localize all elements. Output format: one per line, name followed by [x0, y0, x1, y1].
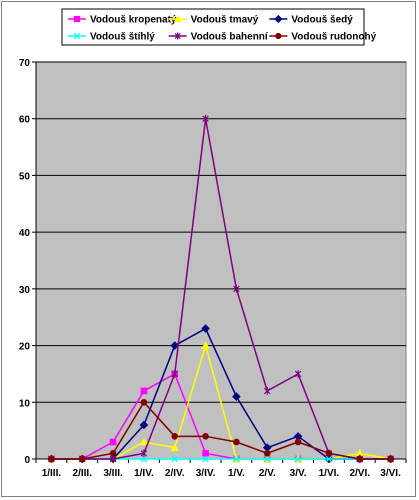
x-tick-label: 2/IV.: [165, 468, 185, 479]
data-point: [170, 443, 179, 451]
legend-item-6: Vodouš rudonohý: [269, 32, 377, 43]
y-tick-label: 0: [24, 455, 30, 466]
legend-item-3: Vodouš šedý: [269, 15, 353, 26]
data-point: [232, 392, 241, 401]
data-point: [140, 398, 148, 406]
y-tick-label: 50: [19, 171, 31, 182]
data-point: [294, 455, 302, 463]
series-line: [51, 401, 391, 460]
data-point: [294, 370, 302, 378]
gridlines: [36, 61, 406, 403]
x-tick-label: 1/V.: [228, 468, 245, 479]
data-point: [202, 433, 209, 440]
data-point: [48, 455, 55, 463]
data-point: [201, 324, 210, 333]
y-tick-label: 30: [19, 285, 31, 296]
legend-label: Vodouš štíhlý: [90, 32, 155, 43]
legend-swatch-marker: [174, 32, 181, 40]
legend-box: [61, 8, 365, 46]
y-tick-label: 20: [19, 342, 31, 353]
legend-label: Vodouš bahenní: [191, 32, 269, 43]
data-point: [139, 420, 149, 430]
data-point: [202, 455, 209, 463]
y-tick-label: 40: [19, 228, 31, 239]
series-6: [48, 398, 394, 463]
data-point: [264, 455, 271, 463]
y-tick-label: 10: [19, 398, 31, 409]
data-point: [387, 455, 394, 463]
data-point: [202, 450, 209, 457]
data-point: [325, 455, 333, 463]
legend-item-1: Vodouš kropenatý: [68, 15, 177, 26]
x-tick-label: 2/VI.: [349, 468, 370, 479]
data-point: [294, 438, 302, 446]
data-point: [140, 387, 148, 395]
y-axis: 0 10 20 30 40 50 60 70: [19, 58, 37, 466]
y-tick-label: 70: [19, 58, 31, 69]
legend-label: Vodouš tmavý: [191, 15, 259, 26]
data-point: [78, 455, 86, 463]
data-point: [202, 114, 209, 123]
data-point: [109, 450, 117, 457]
legend-item-2: Vodouš tmavý: [168, 14, 259, 26]
x-tick-label: 3/III.: [103, 468, 123, 479]
data-point: [325, 450, 333, 457]
legend-label: Vodouš šedý: [291, 15, 353, 26]
data-point: [171, 433, 179, 440]
data-point: [233, 455, 240, 463]
series-layer: [47, 114, 395, 464]
x-tick-label: 1/III.: [42, 468, 62, 479]
data-point: [233, 285, 240, 293]
data-point: [140, 449, 148, 458]
x-tick-label: 1/VI.: [319, 468, 340, 479]
data-point: [140, 455, 148, 463]
legend-swatch-marker: [173, 14, 182, 23]
x-tick-label: 3/VI.: [380, 468, 401, 479]
y-tick-label: 60: [19, 115, 31, 126]
legend: Vodouš kropenatý Vodouš tmavý Vodouš šedý V…: [61, 8, 377, 46]
plot-area: [35, 61, 407, 460]
x-tick-label: 3/V.: [290, 468, 307, 479]
legend-item-4: Vodouš štíhlý: [68, 32, 155, 43]
x-tick-label: 2/V.: [259, 468, 276, 479]
data-point: [263, 450, 271, 457]
data-point: [109, 438, 117, 446]
x-tick-label: 3/IV.: [196, 468, 216, 479]
data-point: [356, 455, 364, 463]
x-tick-label: 2/III.: [73, 468, 93, 479]
legend-item-5: Vodouš bahenní: [168, 32, 269, 43]
legend-swatch-marker: [275, 32, 282, 40]
x-tick-label: 1/IV.: [134, 468, 154, 479]
legend-swatch-marker: [73, 32, 81, 40]
legend-label: Vodouš kropenatý: [90, 15, 177, 26]
data-point: [233, 438, 240, 446]
legend-swatch-marker: [73, 15, 81, 23]
legend-swatch-marker: [274, 14, 283, 24]
data-point: [139, 437, 149, 446]
data-point: [264, 387, 271, 395]
data-point: [171, 455, 178, 463]
data-point: [171, 370, 178, 378]
legend-label: Vodouš rudonohý: [291, 32, 376, 43]
x-axis: 1/III. 2/III. 3/III. 1/IV. 2/IV. 3/IV. 1/V. 2/V…: [35, 458, 407, 479]
data-point: [201, 341, 210, 349]
data-point: [170, 341, 180, 350]
